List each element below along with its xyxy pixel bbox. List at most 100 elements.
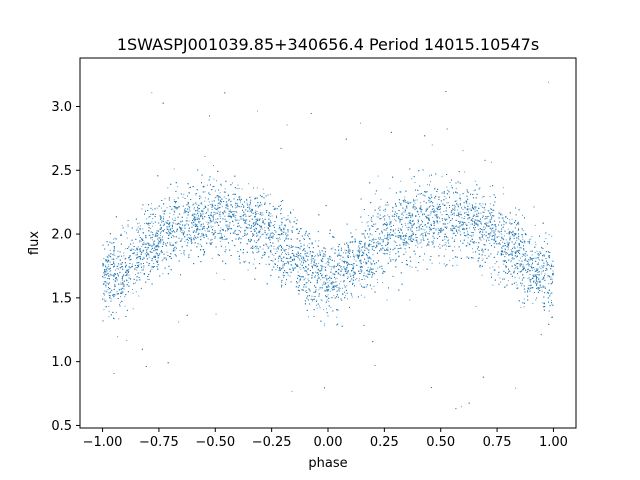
data-point xyxy=(201,202,203,204)
data-point xyxy=(206,184,208,186)
data-point xyxy=(505,253,507,255)
data-point xyxy=(151,245,153,247)
data-point xyxy=(139,240,141,241)
data-point xyxy=(341,266,343,268)
data-point xyxy=(285,239,287,240)
data-point xyxy=(424,232,426,233)
data-point xyxy=(343,284,345,286)
data-point xyxy=(118,264,120,266)
data-point xyxy=(423,194,425,196)
data-point xyxy=(304,290,306,292)
data-point xyxy=(413,232,415,234)
data-point xyxy=(462,150,464,152)
data-point xyxy=(449,260,451,262)
data-point xyxy=(204,207,205,209)
data-point xyxy=(247,269,249,271)
data-point xyxy=(378,239,380,241)
data-point xyxy=(487,210,489,212)
data-point xyxy=(494,263,496,265)
data-point xyxy=(215,196,217,198)
data-point xyxy=(249,208,251,209)
data-point xyxy=(219,216,221,218)
data-point xyxy=(188,234,190,236)
data-point xyxy=(528,270,530,272)
data-point xyxy=(300,255,302,257)
data-point xyxy=(211,200,213,202)
data-point xyxy=(329,280,331,282)
data-point xyxy=(501,250,503,252)
data-point xyxy=(169,225,171,227)
data-point xyxy=(489,243,491,244)
data-point xyxy=(201,215,203,217)
data-point xyxy=(232,182,233,184)
data-point xyxy=(355,279,356,281)
data-point xyxy=(109,288,111,290)
data-point xyxy=(510,223,512,225)
data-point xyxy=(370,219,372,221)
data-point xyxy=(518,277,520,279)
data-point xyxy=(328,257,330,259)
data-point xyxy=(299,247,301,249)
data-point xyxy=(128,274,130,276)
data-point xyxy=(347,271,349,273)
data-point xyxy=(330,256,332,258)
data-point xyxy=(331,282,333,284)
data-point xyxy=(261,227,263,229)
data-point xyxy=(239,206,241,208)
data-point xyxy=(511,257,513,259)
data-point xyxy=(398,209,400,211)
data-point xyxy=(482,258,484,260)
data-point xyxy=(367,270,369,272)
data-point xyxy=(193,224,195,226)
data-point xyxy=(193,203,195,205)
data-point xyxy=(306,272,308,274)
data-point xyxy=(503,235,505,237)
data-point xyxy=(288,258,290,260)
data-point xyxy=(206,221,208,223)
data-point xyxy=(121,225,123,227)
data-point xyxy=(272,233,274,234)
data-point xyxy=(538,255,540,257)
data-point xyxy=(505,266,507,268)
data-point xyxy=(299,267,301,269)
data-point xyxy=(371,240,373,242)
data-point xyxy=(340,280,342,282)
data-point xyxy=(409,265,411,267)
data-point xyxy=(319,307,321,309)
data-point xyxy=(509,254,511,256)
data-point xyxy=(125,248,127,250)
data-point xyxy=(103,258,105,259)
data-point xyxy=(333,282,335,284)
data-point xyxy=(516,284,518,286)
data-point xyxy=(106,256,108,258)
data-point xyxy=(338,262,340,264)
data-point xyxy=(534,252,536,253)
data-point xyxy=(319,250,321,252)
data-point xyxy=(521,241,523,243)
data-point xyxy=(320,279,322,281)
data-point xyxy=(150,269,151,271)
data-point xyxy=(338,289,340,291)
data-point xyxy=(126,237,128,239)
data-point xyxy=(317,278,319,280)
data-point xyxy=(363,272,365,274)
data-point xyxy=(501,217,503,219)
data-point xyxy=(508,244,510,246)
data-point xyxy=(287,258,289,260)
data-point xyxy=(227,208,229,210)
data-point xyxy=(390,259,392,261)
data-point xyxy=(332,236,334,238)
data-point xyxy=(512,257,514,259)
data-point xyxy=(482,203,484,205)
data-point xyxy=(304,277,306,279)
data-point xyxy=(314,296,316,297)
data-point xyxy=(421,223,422,225)
data-point xyxy=(276,250,278,252)
data-point xyxy=(166,251,168,253)
data-point xyxy=(470,223,472,225)
data-point xyxy=(455,187,457,189)
data-point xyxy=(407,242,409,244)
data-point xyxy=(188,214,190,216)
data-point xyxy=(532,303,534,304)
data-point xyxy=(422,236,424,238)
